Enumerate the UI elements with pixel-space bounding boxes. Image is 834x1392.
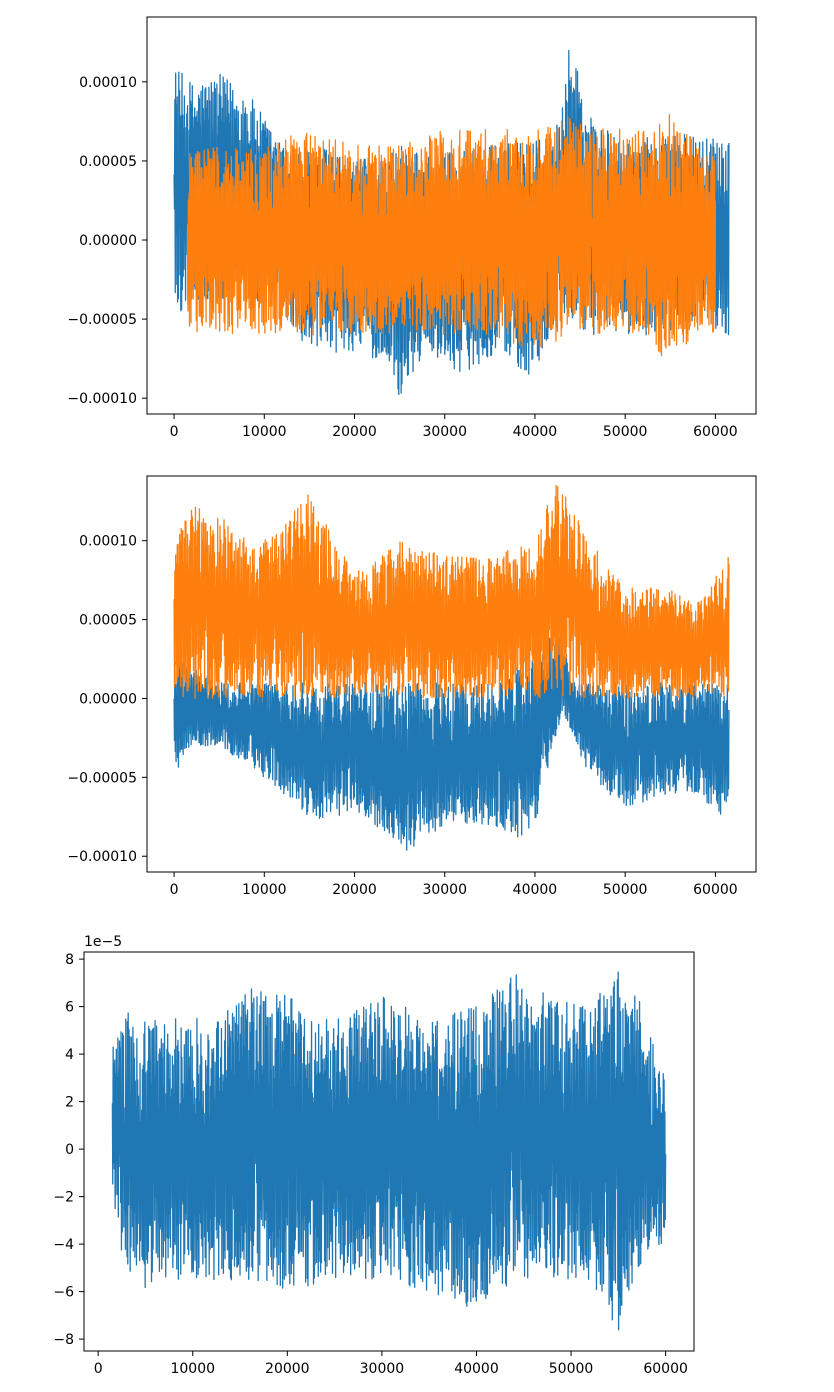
y-tick-label: −2: [53, 1190, 74, 1206]
y-tick-label: 2: [65, 1095, 74, 1111]
x-tick-label: 30000: [422, 424, 467, 440]
y-tick-label: −0.00010: [67, 849, 137, 865]
y-offset-label: 1e−5: [84, 934, 122, 950]
series-line-1: [173, 630, 730, 851]
y-tick-label: −0.00005: [67, 770, 137, 786]
series-line-1: [111, 971, 667, 1331]
x-tick-label: 50000: [603, 882, 648, 898]
plot-frame: [146, 16, 757, 415]
x-tick-label: 60000: [693, 424, 738, 440]
plot-area: [173, 484, 730, 851]
x-tick-label: 50000: [549, 1361, 594, 1377]
plot-area: [173, 49, 730, 396]
x-tick-label: 60000: [693, 882, 738, 898]
x-tick-label: 20000: [265, 1361, 310, 1377]
x-tick-label: 40000: [454, 1361, 499, 1377]
y-tick-label: 0.00000: [79, 233, 137, 249]
plot-area: [111, 971, 667, 1331]
y-tick-label: 0.00010: [79, 75, 137, 91]
y-tick-label: 8: [65, 952, 74, 968]
y-tick-label: 0: [65, 1142, 74, 1158]
x-tick-label: 10000: [242, 424, 287, 440]
y-tick-label: 0.00005: [79, 613, 137, 629]
chart-1: 0 10000 20000 30000 40000 50000 60000 −0.00010 −…: [67, 16, 757, 440]
x-tick-label: 0: [94, 1361, 103, 1377]
y-tick-label: 0.00000: [79, 691, 137, 707]
y-tick-label: −8: [53, 1332, 74, 1348]
y-tick-label: 0.00005: [79, 154, 137, 170]
x-tick-label: 40000: [513, 424, 558, 440]
x-tick-label: 0: [170, 424, 179, 440]
x-tick-label: 30000: [360, 1361, 405, 1377]
y-tick-label: −0.00010: [67, 391, 137, 407]
series-line-2: [186, 113, 717, 357]
x-tick-label: 60000: [643, 1361, 688, 1377]
chart-2: 0 10000 20000 30000 40000 50000 60000 −0.00010 −…: [67, 475, 757, 898]
x-tick-label: 10000: [242, 882, 287, 898]
plot-frame: [146, 475, 757, 873]
y-tick-label: 6: [65, 1000, 74, 1016]
y-tick-label: 4: [65, 1047, 74, 1063]
plot-frame: [83, 951, 695, 1352]
chart-3: 0 10000 20000 30000 40000 50000 60000 −8 −6 −4 −2 0…: [53, 934, 695, 1377]
y-tick-label: −4: [53, 1237, 74, 1253]
x-tick-label: 20000: [332, 882, 377, 898]
y-tick-label: −0.00005: [67, 312, 137, 328]
x-tick-label: 40000: [513, 882, 558, 898]
series-line-2: [173, 484, 730, 700]
x-tick-label: 20000: [332, 424, 377, 440]
y-tick-label: −6: [53, 1285, 74, 1301]
y-tick-label: 0.00010: [79, 534, 137, 550]
x-tick-label: 30000: [422, 882, 467, 898]
x-tick-label: 0: [170, 882, 179, 898]
x-tick-label: 10000: [170, 1361, 215, 1377]
x-tick-label: 50000: [603, 424, 648, 440]
